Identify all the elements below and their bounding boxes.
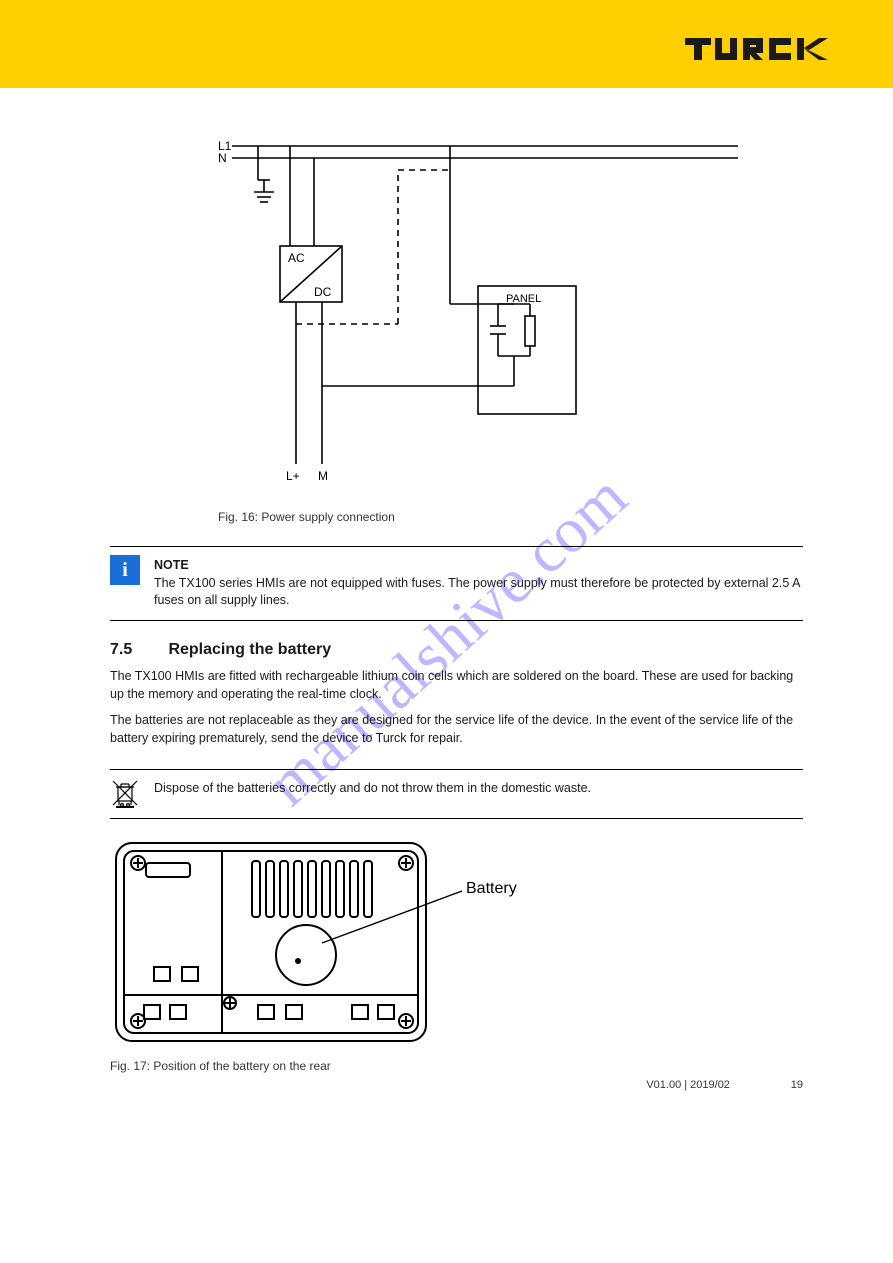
circuit-label-ac: AC: [288, 251, 305, 265]
content-area: L1 N AC DC PANEL L+ M Fig. 16: Power sup…: [0, 88, 893, 1113]
device-rear-figure: Battery: [110, 833, 803, 1053]
page-footer: V01.00 | 2019/02 19: [646, 1079, 803, 1091]
divider: [110, 818, 803, 819]
brand-logo: [685, 36, 855, 67]
waste-text: Dispose of the batteries correctly and d…: [154, 778, 591, 798]
note-block: i NOTE The TX100 series HMIs are not equ…: [110, 546, 803, 621]
page-root: manualshive.com: [0, 0, 893, 1113]
figure-17-caption: Fig. 17: Position of the battery on the …: [110, 1059, 803, 1073]
circuit-label-panel: PANEL: [506, 293, 541, 305]
note-title: NOTE: [154, 558, 189, 572]
figure-16-caption: Fig. 16: Power supply connection: [218, 510, 803, 524]
header-band: [0, 0, 893, 88]
note-body: The TX100 series HMIs are not equipped w…: [154, 576, 800, 608]
circuit-label-dc: DC: [314, 285, 332, 299]
circuit-diagram: L1 N AC DC PANEL L+ M: [218, 124, 738, 504]
section-heading-battery: 7.5 Replacing the battery: [110, 641, 803, 659]
doc-ref: V01.00 | 2019/02: [646, 1079, 730, 1091]
circuit-label-m: M: [318, 469, 328, 483]
battery-paragraph-2: The batteries are not replaceable as the…: [110, 711, 803, 747]
battery-paragraph-1: The TX100 HMIs are fitted with rechargea…: [110, 667, 803, 703]
info-icon: i: [110, 555, 140, 585]
page-number: 19: [763, 1079, 803, 1091]
section-number: 7.5: [110, 641, 164, 659]
circuit-label-n: N: [218, 151, 227, 165]
waste-note-block: Dispose of the batteries correctly and d…: [110, 769, 803, 819]
section-title: Replacing the battery: [168, 641, 331, 658]
battery-callout-label: Battery: [466, 880, 517, 897]
waste-bin-icon: [110, 778, 140, 808]
circuit-label-lplus: L+: [286, 469, 300, 483]
divider: [110, 620, 803, 621]
note-text: NOTE The TX100 series HMIs are not equip…: [154, 555, 803, 610]
